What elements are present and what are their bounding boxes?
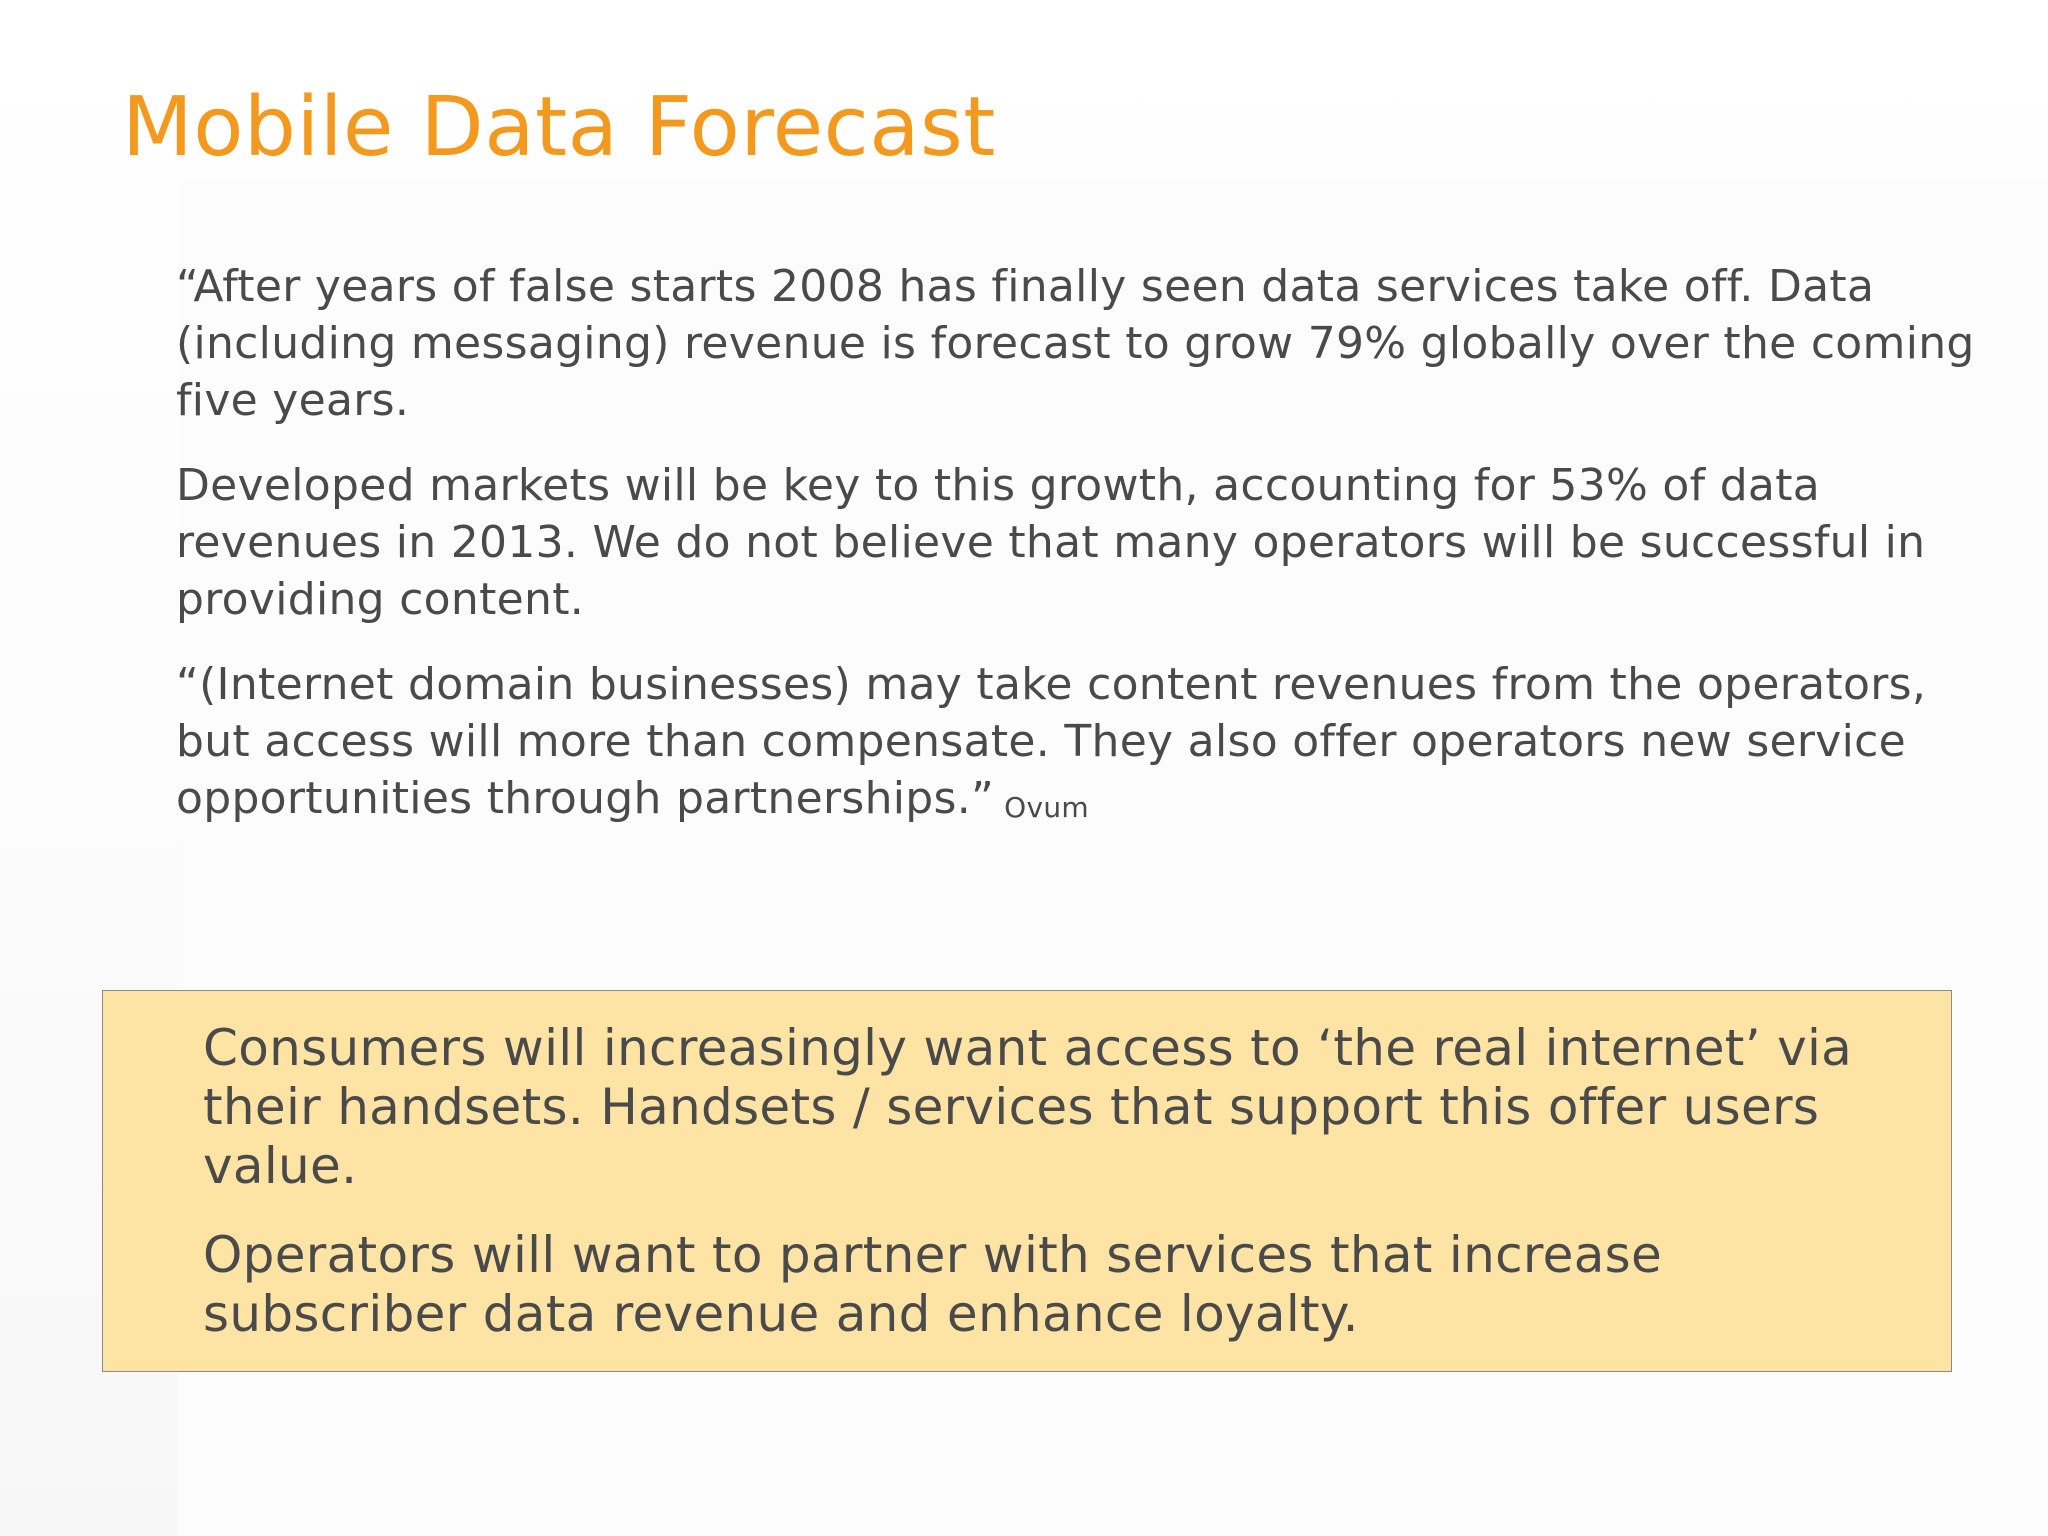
callout-paragraph-1: Consumers will increasingly want access … [203,1019,1853,1195]
quote-source: Ovum [1004,791,1089,824]
callout-paragraph-2: Operators will want to partner with serv… [203,1226,1663,1343]
quote-paragraph-3-text: “(Internet domain businesses) may take c… [176,659,1927,824]
quote-paragraph-1: “After years of false starts 2008 has fi… [176,261,1975,426]
slide-title: Mobile Data Forecast [122,80,996,175]
callout-box: Consumers will increasingly want access … [102,990,1952,1372]
quote-paragraph-2: Developed markets will be key to this gr… [176,460,1926,625]
quote-block: “After years of false starts 2008 has fi… [176,258,1976,864]
callout-text: Consumers will increasingly want access … [203,1019,1923,1374]
quote-paragraph-3: “(Internet domain businesses) may take c… [176,656,1976,836]
